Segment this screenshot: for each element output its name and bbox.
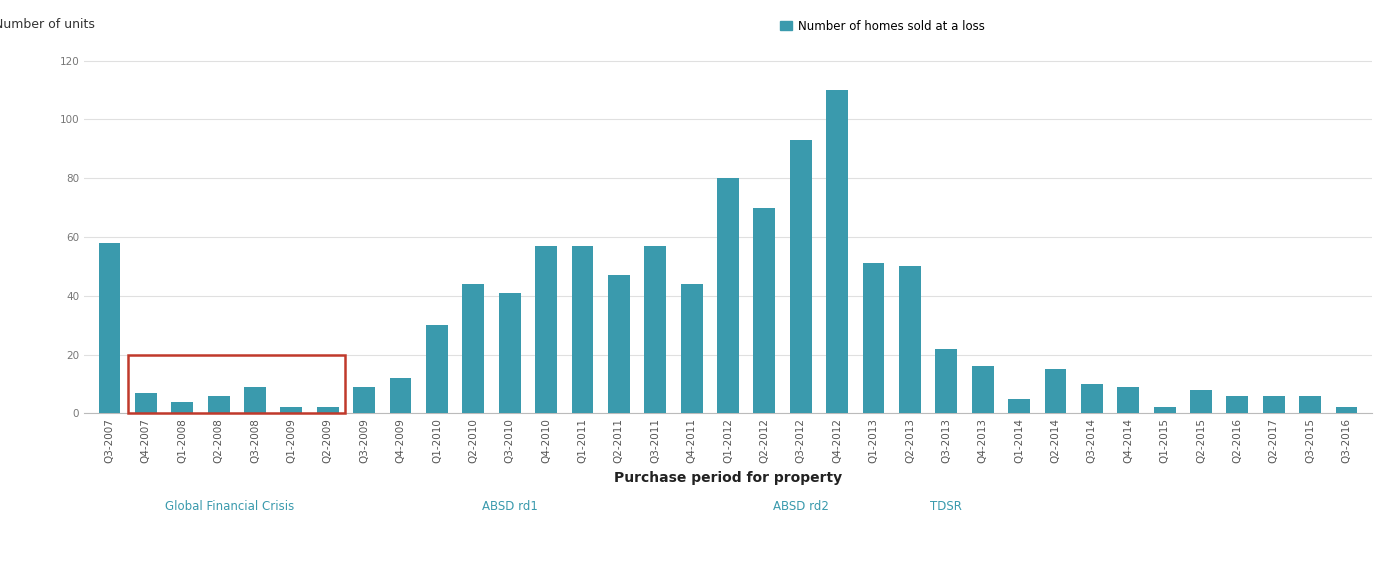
Bar (498, 293, 521, 413)
Text: ABSD rd1: ABSD rd1 (482, 501, 538, 513)
Bar (790, 140, 812, 413)
Bar (1154, 408, 1176, 413)
Bar (717, 178, 739, 413)
Bar (98, 243, 120, 413)
Bar (608, 275, 630, 413)
Bar (462, 284, 484, 413)
Bar (862, 263, 885, 413)
Bar (899, 266, 921, 413)
Bar (1081, 384, 1103, 413)
Bar (171, 402, 193, 413)
Bar (571, 246, 594, 413)
Bar (316, 408, 339, 413)
Bar (134, 393, 157, 413)
Text: Number of units: Number of units (0, 18, 95, 31)
Bar (244, 387, 266, 413)
Bar (1336, 408, 1358, 413)
Text: TDSR: TDSR (931, 501, 962, 513)
Bar (280, 408, 302, 413)
Text: Global Financial Crisis: Global Financial Crisis (165, 501, 294, 513)
Bar (353, 387, 375, 413)
Bar (680, 284, 703, 413)
Bar (1117, 387, 1140, 413)
Text: ABSD rd2: ABSD rd2 (773, 501, 829, 513)
Bar (1299, 395, 1322, 413)
Bar (389, 378, 412, 413)
Bar (1008, 398, 1030, 413)
Legend: Number of homes sold at a loss: Number of homes sold at a loss (776, 15, 990, 37)
Bar (826, 90, 848, 413)
Bar (535, 246, 557, 413)
Bar (1044, 369, 1067, 413)
Bar (935, 348, 958, 413)
Bar (1226, 395, 1249, 413)
Bar (207, 395, 230, 413)
Bar (753, 208, 776, 413)
X-axis label: Purchase period for property: Purchase period for property (615, 471, 841, 486)
Bar (972, 366, 994, 413)
Bar (1190, 390, 1212, 413)
Bar (426, 325, 448, 413)
Bar (644, 246, 666, 413)
Bar (1263, 395, 1285, 413)
Bar (129, 355, 346, 413)
